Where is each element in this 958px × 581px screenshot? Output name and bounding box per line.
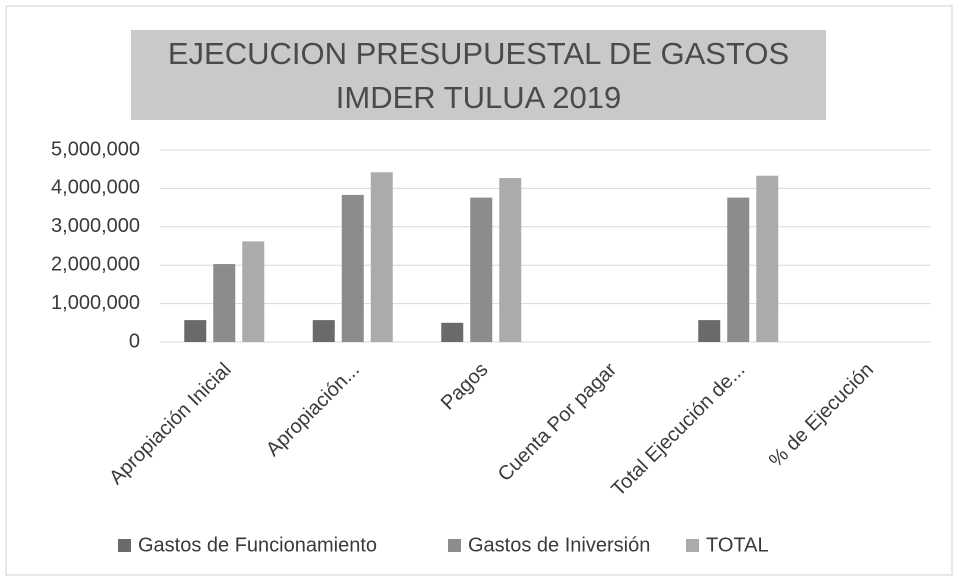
y-tick-label: 0 (129, 330, 140, 352)
y-tick-label: 2,000,000 (51, 253, 140, 275)
bar (756, 175, 779, 342)
legend-swatch (118, 539, 131, 552)
legend-swatch (448, 539, 461, 552)
bar (441, 322, 464, 342)
bar (499, 178, 522, 342)
bar (213, 264, 236, 342)
legend-label: TOTAL (706, 534, 769, 556)
bar (341, 194, 364, 342)
bar (312, 320, 335, 342)
bar (727, 197, 750, 342)
chart-title: EJECUCION PRESUPUESTAL DE GASTOS IMDER T… (131, 30, 826, 120)
bar (470, 197, 493, 342)
legend-label: Gastos de Funcionamiento (138, 534, 377, 556)
bar (370, 172, 393, 342)
y-tick-label: 1,000,000 (51, 292, 140, 314)
legend-swatch (686, 539, 699, 552)
legend-label: Gastos de Iniversión (468, 534, 650, 556)
bar (242, 241, 265, 342)
y-tick-label: 3,000,000 (51, 215, 140, 237)
bar (698, 320, 721, 342)
y-tick-label: 5,000,000 (51, 138, 140, 160)
bar (184, 320, 207, 342)
y-tick-label: 4,000,000 (51, 177, 140, 199)
